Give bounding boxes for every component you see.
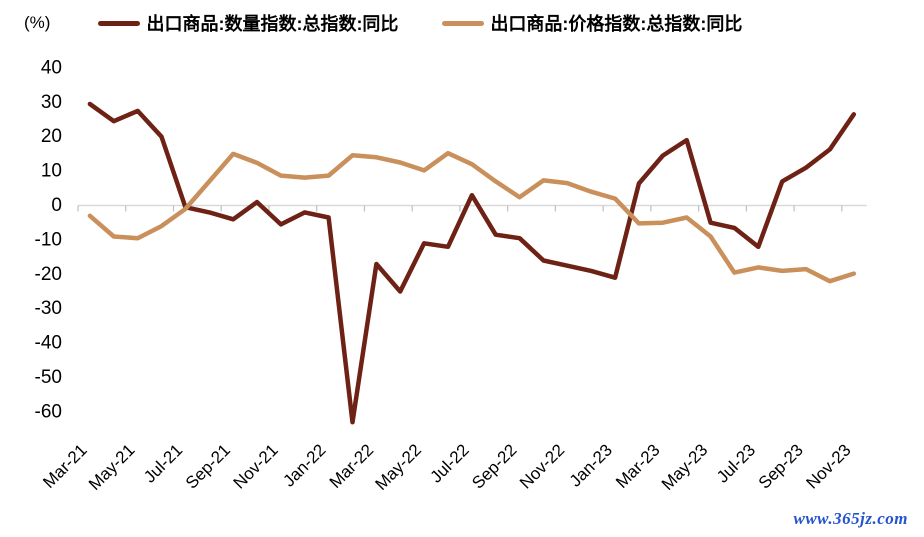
category-axis-label: Jul-21	[140, 440, 186, 486]
value-axis-label: 0	[51, 195, 62, 216]
y-axis-unit-label: (%)	[24, 13, 51, 32]
value-axis-label: 10	[41, 161, 62, 182]
price-series-line	[87, 150, 857, 284]
category-axis-label: May-23	[658, 440, 712, 494]
value-axis-label: 40	[41, 57, 62, 78]
watermark: www.365jz.com	[793, 509, 908, 528]
value-axis-label: -60	[35, 401, 62, 422]
value-axis-label: -40	[35, 333, 62, 354]
category-axis-label: Sep-23	[755, 440, 807, 492]
value-axis-label: -30	[35, 298, 62, 319]
price-series-swatch-icon	[442, 20, 485, 26]
legend-label-price: 出口商品:价格指数:总指数:同比	[490, 14, 743, 34]
category-axis-label: Sep-21	[182, 440, 234, 492]
chart-legend: (%) 出口商品:数量指数:总指数:同比 出口商品:价格指数:总指数:同比	[0, 8, 924, 38]
value-axis-label: 20	[41, 126, 62, 147]
category-axis-label: Jan-23	[566, 440, 616, 490]
value-axis-label: -20	[35, 264, 62, 285]
category-axis-label: Nov-22	[516, 440, 568, 492]
category-axis-label: May-21	[85, 440, 139, 494]
category-axis-label: Jan-22	[279, 440, 329, 490]
legend-label-quantity: 出口商品:数量指数:总指数:同比	[146, 14, 399, 34]
quantity-series-line	[87, 101, 857, 425]
category-axis-label: Mar-22	[326, 440, 378, 492]
legend-item-quantity: 出口商品:数量指数:总指数:同比	[98, 10, 398, 36]
category-axis-label: Nov-23	[802, 440, 854, 492]
category-axis-label: Jul-23	[713, 440, 759, 486]
category-axis-label: Jul-22	[427, 440, 473, 486]
value-axis-label: 30	[41, 92, 62, 113]
value-axis-label: -10	[35, 229, 62, 250]
quantity-series-swatch-icon	[98, 20, 141, 26]
category-axis-label: Sep-22	[468, 440, 520, 492]
category-axis-label: Nov-21	[230, 440, 282, 492]
category-axis-label: Mar-21	[39, 440, 91, 492]
legend-item-price: 出口商品:价格指数:总指数:同比	[442, 10, 742, 36]
category-axis-label: May-22	[371, 440, 425, 494]
category-axis-label: Mar-23	[612, 440, 664, 492]
value-axis-label: -50	[35, 367, 62, 388]
